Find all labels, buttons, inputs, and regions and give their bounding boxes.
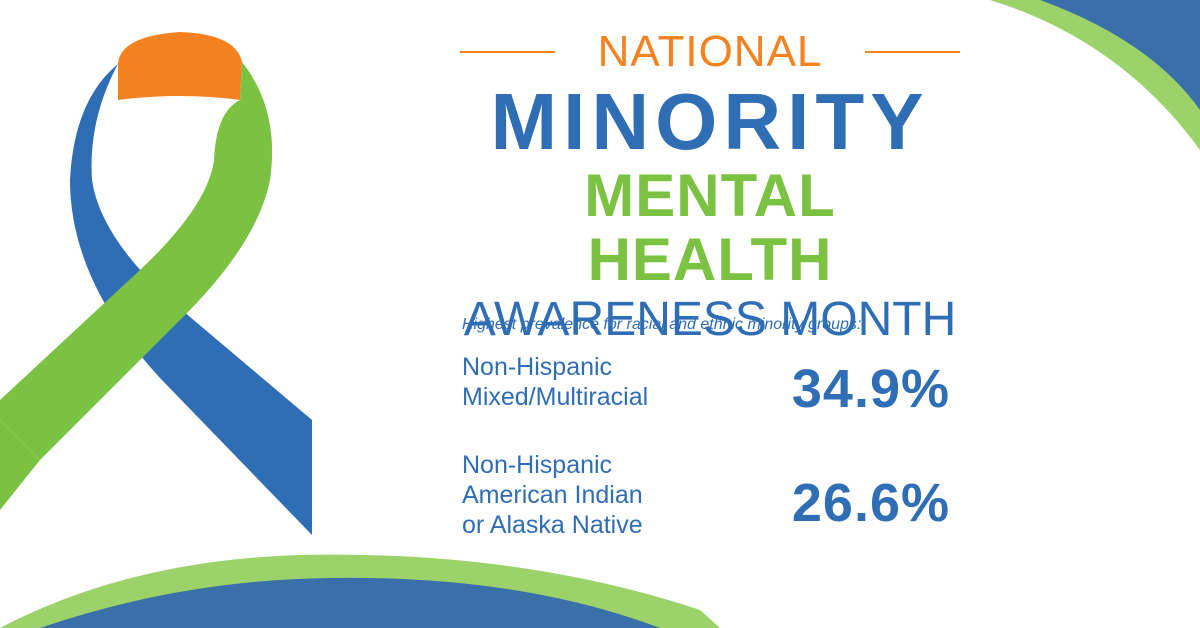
ribbon-loop-orange	[118, 32, 242, 100]
stats-subtitle: Highest prevalence for racial and ethnic…	[462, 316, 862, 333]
bottom-blue-arc	[40, 577, 660, 628]
corner-blue-arc-top-right	[1040, 0, 1200, 110]
heading-mental-health: MENTAL HEALTH	[584, 162, 836, 293]
stat-label-line: Non-Hispanic	[462, 451, 613, 479]
stat-label-line: Mixed/Multiracial	[462, 383, 649, 411]
heading-minority: MINORITY	[490, 77, 930, 166]
ribbon-strand-blue	[70, 64, 312, 535]
right-rule-divider	[865, 51, 960, 53]
stat-label-line: Non-Hispanic	[462, 353, 613, 381]
stat-value: 34.9%	[791, 359, 950, 419]
left-rule-divider	[460, 51, 555, 53]
heading-awareness-month: AWARENESS MONTH	[463, 293, 957, 346]
ribbon-strand-green	[0, 62, 273, 460]
stat-label-line: American Indian	[462, 481, 643, 509]
title-block: NATIONAL MINORITY MENTAL HEALTH AWARENES…	[460, 22, 960, 348]
stat-label-line: or Alaska Native	[462, 511, 643, 539]
stat-value: 26.6%	[791, 473, 950, 533]
awareness-ribbon-icon	[0, 32, 312, 535]
heading-national: NATIONAL	[597, 27, 823, 76]
stat-label: Non-Hispanic American Indian or Alaska N…	[462, 450, 762, 540]
stat-label: Non-Hispanic Mixed/Multiracial	[462, 352, 762, 412]
national-row: NATIONAL	[460, 22, 960, 82]
ribbon-strand-green-tail	[0, 420, 40, 510]
